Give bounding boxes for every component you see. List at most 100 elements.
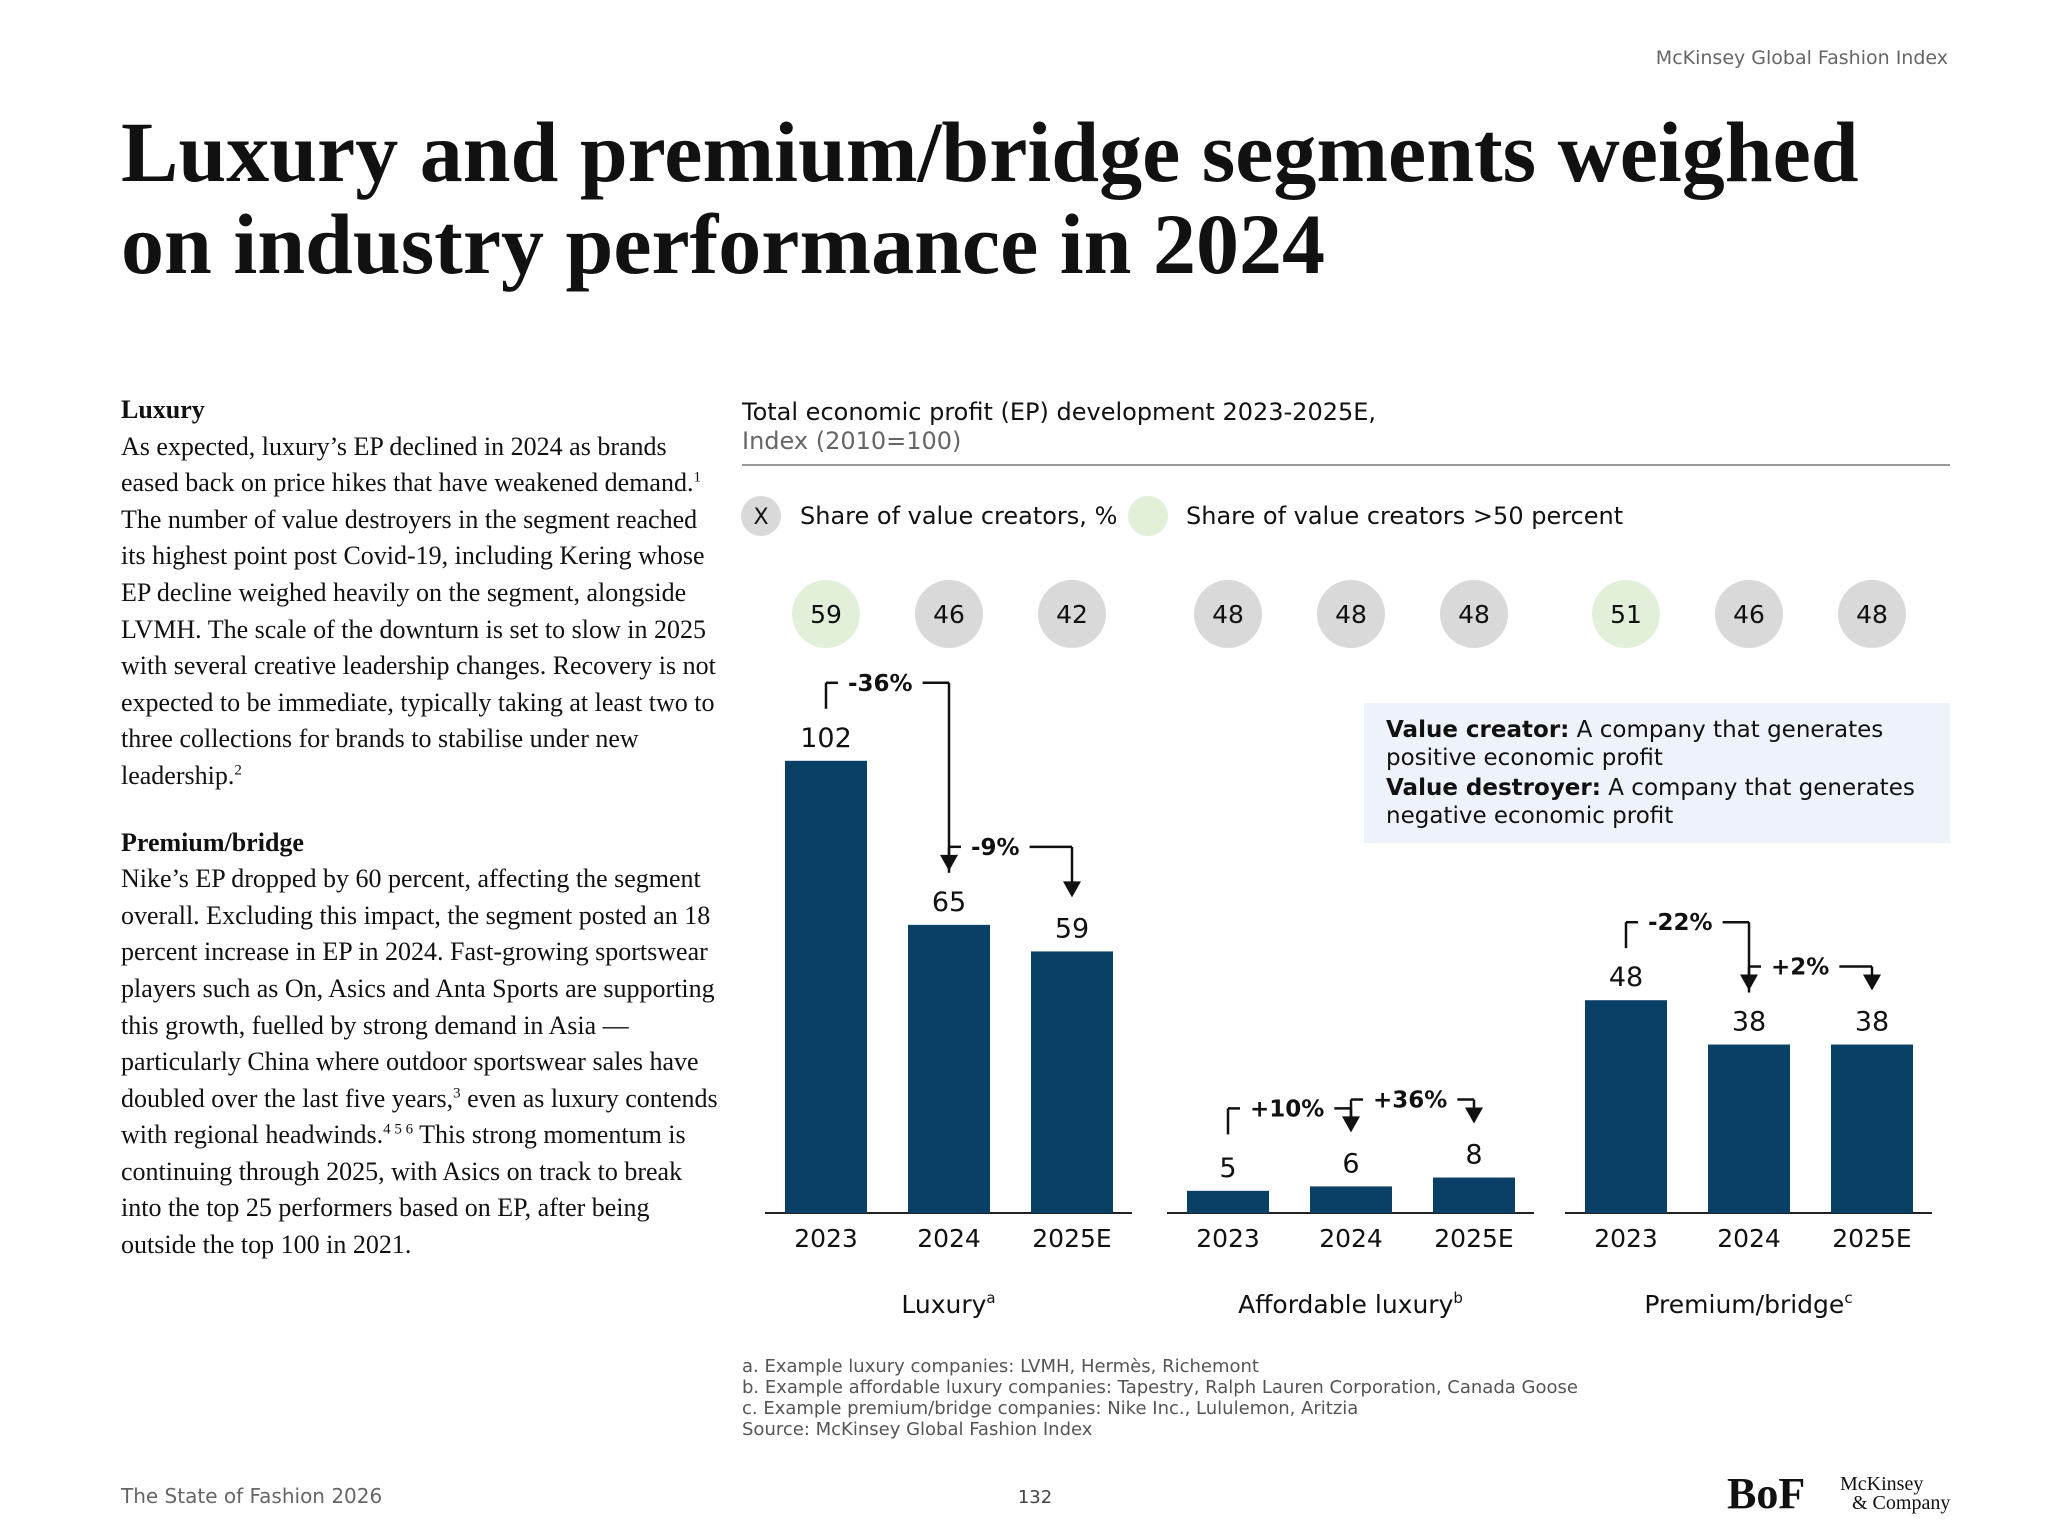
group-label: Affordable luxuryb: [1238, 1289, 1463, 1319]
bar: [1310, 1186, 1392, 1213]
chart-subtitle: Index (2010=100): [742, 427, 961, 455]
change-label: -36%: [848, 671, 913, 697]
share-label: 48: [1458, 600, 1490, 629]
section-heading: Premium/bridge: [121, 827, 304, 857]
share-label: 48: [1212, 600, 1244, 629]
category-label: 2024: [1717, 1224, 1781, 1253]
value-label: 59: [1055, 913, 1089, 944]
arrow-head: [1063, 881, 1081, 898]
bof-logo: BoF: [1727, 1469, 1805, 1518]
value-label: 38: [1732, 1007, 1766, 1038]
share-circle: [792, 580, 860, 648]
header-source: McKinsey Global Fashion Index: [1656, 47, 1948, 69]
page-number: 132: [1018, 1487, 1052, 1508]
share-circle: [1838, 580, 1906, 648]
legend-marker: [741, 496, 781, 536]
category-label: 2025E: [1434, 1224, 1513, 1253]
definition-box: [1364, 703, 1950, 843]
share-circle: [1592, 580, 1660, 648]
group-name: Affordable luxury: [1238, 1290, 1454, 1319]
title-line: on industry performance in 2024: [121, 196, 1325, 292]
group-name: Luxury: [901, 1290, 986, 1319]
bar: [1187, 1190, 1269, 1213]
definition-term: Value creator:: [1386, 717, 1570, 743]
value-label: 48: [1609, 962, 1643, 993]
body-text: Luxury As expected, luxury’s EP declined …: [121, 392, 721, 1294]
footnote: b. Example affordable luxury companies: …: [742, 1377, 1578, 1398]
definitions: Value creator: A company that generates …: [1386, 716, 1926, 832]
share-label: 48: [1335, 600, 1367, 629]
group-name: Premium/bridge: [1644, 1290, 1844, 1319]
group-name-sup: b: [1453, 1289, 1463, 1307]
paragraph-text: even as luxury contends with regional he…: [121, 1083, 718, 1150]
paragraph: Nike’s EP dropped by 60 percent, affecti…: [121, 861, 721, 1264]
footnote: c. Example premium/bridge companies: Nik…: [742, 1398, 1358, 1419]
arrow-head: [1863, 974, 1881, 991]
bar: [908, 924, 990, 1213]
change-label: -9%: [971, 835, 1020, 861]
category-label: 2024: [1319, 1224, 1383, 1253]
change-label: -22%: [1648, 910, 1713, 936]
bar: [1831, 1044, 1913, 1213]
share-circle: [915, 580, 983, 648]
footnote-ref: 4 5 6: [383, 1121, 414, 1138]
category-label: 2023: [794, 1224, 858, 1253]
value-label: 65: [932, 887, 966, 918]
footnote-ref: 2: [234, 762, 242, 779]
footnote-ref: 1: [693, 469, 701, 486]
share-label: 46: [933, 600, 965, 629]
share-circle: [1440, 580, 1508, 648]
legend-marker-label: X: [753, 505, 768, 530]
bar: [1031, 951, 1113, 1213]
legend-label: Share of value creators, %: [800, 502, 1117, 530]
arrow-head: [1465, 1107, 1483, 1124]
bar: [785, 760, 867, 1213]
share-label: 51: [1610, 600, 1642, 629]
footnote: a. Example luxury companies: LVMH, Hermè…: [742, 1356, 1259, 1377]
title-line: Luxury and premium/bridge segments weigh…: [121, 104, 1859, 200]
group-name-sup: c: [1844, 1289, 1852, 1307]
paragraph: As expected, luxury’s EP declined in 202…: [121, 429, 721, 795]
share-label: 59: [810, 600, 842, 629]
footnote: Source: McKinsey Global Fashion Index: [742, 1419, 1093, 1440]
paragraph-text: This strong momentum is continuing throu…: [121, 1120, 686, 1260]
partner-logo: & Company: [1852, 1492, 1950, 1514]
value-label: 5: [1219, 1153, 1236, 1184]
category-label: 2024: [917, 1224, 981, 1253]
bar: [1433, 1177, 1515, 1213]
definition: Value destroyer: A company that generate…: [1386, 774, 1926, 830]
paragraph-text: Nike’s EP dropped by 60 percent, affecti…: [121, 864, 715, 1113]
section-heading: Luxury: [121, 395, 205, 424]
share-label: 48: [1856, 600, 1888, 629]
share-label: 46: [1733, 600, 1765, 629]
bar: [1708, 1044, 1790, 1213]
definition-text: A company that generates positive econom…: [1386, 717, 1884, 771]
category-label: 2023: [1594, 1224, 1658, 1253]
change-label: +36%: [1373, 1088, 1447, 1114]
definition-text: A company that generates negative econom…: [1386, 775, 1915, 829]
bar: [1585, 1000, 1667, 1213]
value-label: 38: [1855, 1007, 1889, 1038]
definition-term: Value destroyer:: [1386, 775, 1601, 801]
chart-title: Total economic profit (EP) development 2…: [741, 398, 1376, 426]
value-label: 8: [1465, 1140, 1482, 1171]
change-label: +2%: [1771, 955, 1829, 981]
value-label: 102: [800, 723, 852, 754]
partner-logo: McKinsey: [1840, 1473, 1923, 1495]
share-label: 42: [1056, 600, 1088, 629]
share-circle: [1317, 580, 1385, 648]
share-circle: [1038, 580, 1106, 648]
category-label: 2025E: [1032, 1224, 1111, 1253]
paragraph-text: As expected, luxury’s EP declined in 202…: [121, 431, 694, 498]
category-label: 2023: [1196, 1224, 1260, 1253]
group-name-sup: a: [986, 1289, 995, 1307]
change-label: +10%: [1250, 1096, 1324, 1122]
paragraph-text: The number of value destroyers in the se…: [121, 504, 716, 790]
group-label: Luxurya: [901, 1289, 995, 1319]
group-label: Premium/bridgec: [1644, 1289, 1852, 1319]
category-label: 2025E: [1832, 1224, 1911, 1253]
share-circle: [1194, 580, 1262, 648]
footer-left: The State of Fashion 2026: [120, 1484, 382, 1508]
share-circle: [1715, 580, 1783, 648]
